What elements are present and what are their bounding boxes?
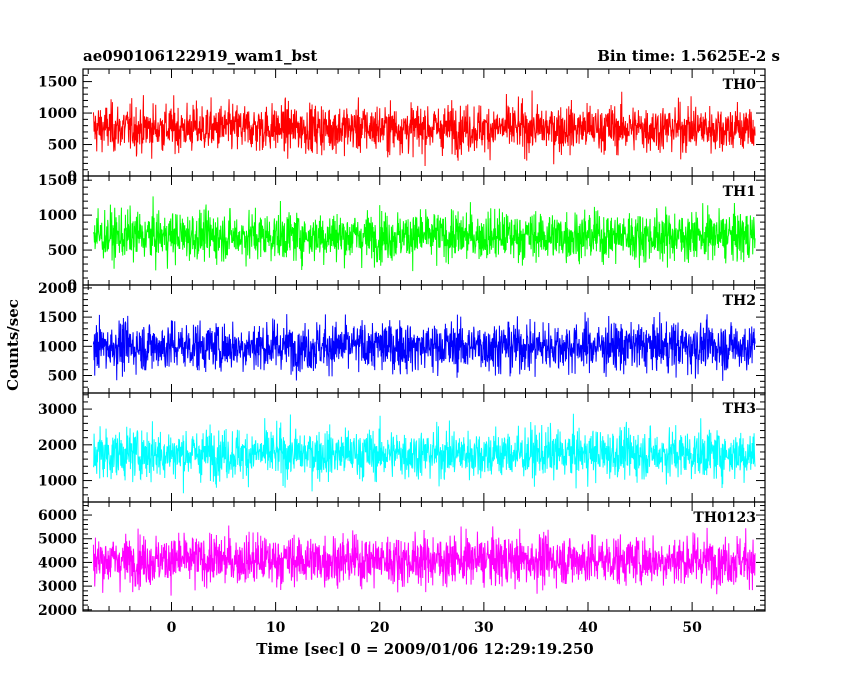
panels-group: 0 500 1000 1500 TH0 0 500 1000 1500 TH1 500 1000 150… — [38, 68, 766, 619]
y-tick-label: 4000 — [38, 555, 77, 571]
y-tick-label: 500 — [48, 243, 77, 259]
x-tick-label: 50 — [682, 620, 702, 636]
panel-frame — [82, 501, 766, 612]
series-th1 — [92, 196, 756, 272]
y-tick-label: 0 — [67, 169, 77, 185]
y-tick-label: 1000 — [38, 208, 77, 224]
y-tick-label: 5000 — [38, 532, 77, 548]
y-tick-label: 500 — [48, 368, 77, 384]
x-tick-label: 20 — [370, 620, 390, 636]
chart-title: ae090106122919_wam1_bst — [83, 47, 317, 65]
y-tick-label: 1500 — [38, 173, 77, 189]
y-axis-label: Counts/sec — [4, 299, 22, 391]
y-tick-label: 1500 — [38, 75, 77, 91]
panel-th1: 0 500 1000 1500 TH1 — [38, 173, 766, 294]
bin-time-label: Bin time: 1.5625E-2 s — [597, 47, 780, 65]
panel-th0: 0 500 1000 1500 TH0 — [38, 68, 766, 185]
series-label-th0: TH0 — [723, 77, 757, 93]
x-tick-label: 30 — [474, 620, 494, 636]
y-tick-label: 1000 — [38, 339, 77, 355]
y-tick-label: 500 — [48, 138, 77, 154]
series-th3 — [92, 413, 756, 494]
y-tick-label: 2000 — [38, 438, 77, 454]
x-tick-label: 10 — [266, 620, 286, 636]
x-axis-label: Time [sec] 0 = 2009/01/06 12:29:19.250 — [256, 640, 593, 658]
y-tick-label: 1000 — [38, 474, 77, 490]
series-label-th0123: TH0123 — [693, 510, 756, 526]
series-th0 — [92, 90, 756, 167]
panel-th3: 1000 2000 3000 TH3 — [38, 392, 766, 503]
y-tick-label: 1000 — [38, 106, 77, 122]
y-tick-label: 6000 — [38, 508, 77, 524]
series-th2 — [92, 312, 756, 381]
y-tick-label: 0 — [67, 278, 77, 294]
series-th0123 — [92, 525, 756, 596]
x-tick-label: 0 — [167, 620, 177, 636]
panel-th2: 500 1000 1500 2000 TH2 — [38, 281, 766, 394]
panel-th0123: 2000 3000 4000 5000 6000 TH0123 — [38, 501, 766, 619]
x-tick-label: 40 — [578, 620, 598, 636]
y-tick-label: 2000 — [38, 281, 77, 297]
y-tick-label: 1500 — [38, 310, 77, 326]
y-tick-label: 2000 — [38, 603, 77, 619]
series-label-th3: TH3 — [723, 401, 756, 417]
series-label-th1: TH1 — [723, 184, 756, 200]
y-tick-label: 3000 — [38, 402, 77, 418]
x-tick-labels: 0 10 20 30 40 50 — [167, 620, 702, 636]
y-tick-label: 3000 — [38, 579, 77, 595]
series-label-th2: TH2 — [723, 293, 756, 309]
